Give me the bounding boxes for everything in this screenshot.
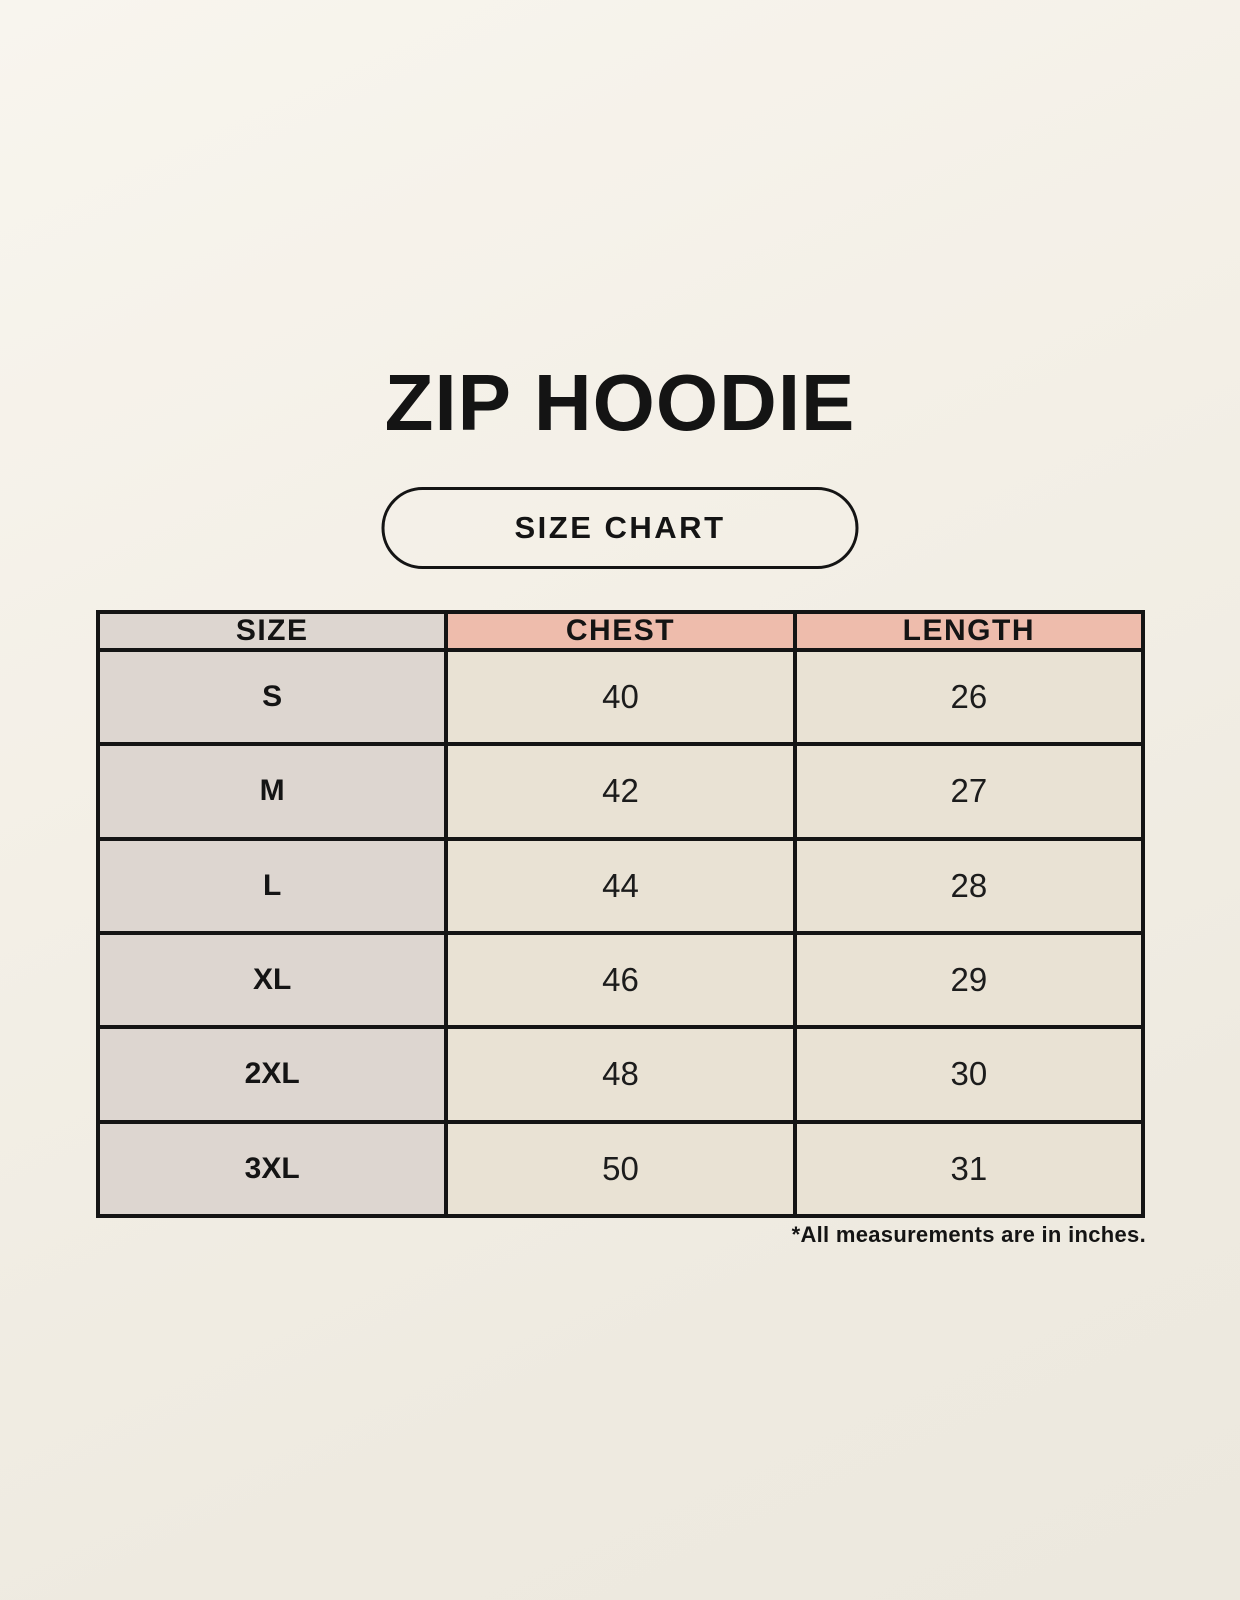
length-value: 29 [792,930,1146,1030]
table-header-row: SIZE CHEST LENGTH [95,610,1146,652]
length-value: 27 [792,742,1146,841]
length-value: 30 [792,1025,1146,1124]
size-label: 2XL [95,1025,449,1124]
chest-value: 46 [444,930,797,1030]
length-value: 28 [792,836,1146,935]
size-label: 3XL [95,1119,449,1219]
table-row: L 44 28 [95,836,1146,935]
column-header-chest: CHEST [444,610,797,652]
size-chart-badge: SIZE CHART [381,487,859,569]
chest-value: 40 [444,647,797,747]
measurement-note: *All measurements are in inches. [791,1222,1146,1247]
chest-value: 50 [444,1119,797,1219]
size-label: L [95,836,449,935]
size-chart-table: SIZE CHEST LENGTH S 40 26 M 42 27 L 44 2… [95,610,1146,1219]
table-row: XL 46 29 [95,930,1146,1030]
table-row: 3XL 50 31 [95,1119,1146,1219]
size-label: S [95,647,449,747]
table-row: S 40 26 [95,647,1146,747]
length-value: 26 [792,647,1146,747]
size-label: M [95,742,449,841]
size-chart-badge-label: SIZE CHART [514,510,726,545]
table-row: M 42 27 [95,742,1146,841]
column-header-size: SIZE [95,610,449,652]
table-row: 2XL 48 30 [95,1025,1146,1124]
length-value: 31 [792,1119,1146,1219]
chest-value: 42 [444,742,797,841]
column-header-length: LENGTH [792,610,1146,652]
page-title: ZIP HOODIE [384,358,856,447]
chest-value: 48 [444,1025,797,1124]
chest-value: 44 [444,836,797,935]
size-label: XL [95,930,449,1030]
